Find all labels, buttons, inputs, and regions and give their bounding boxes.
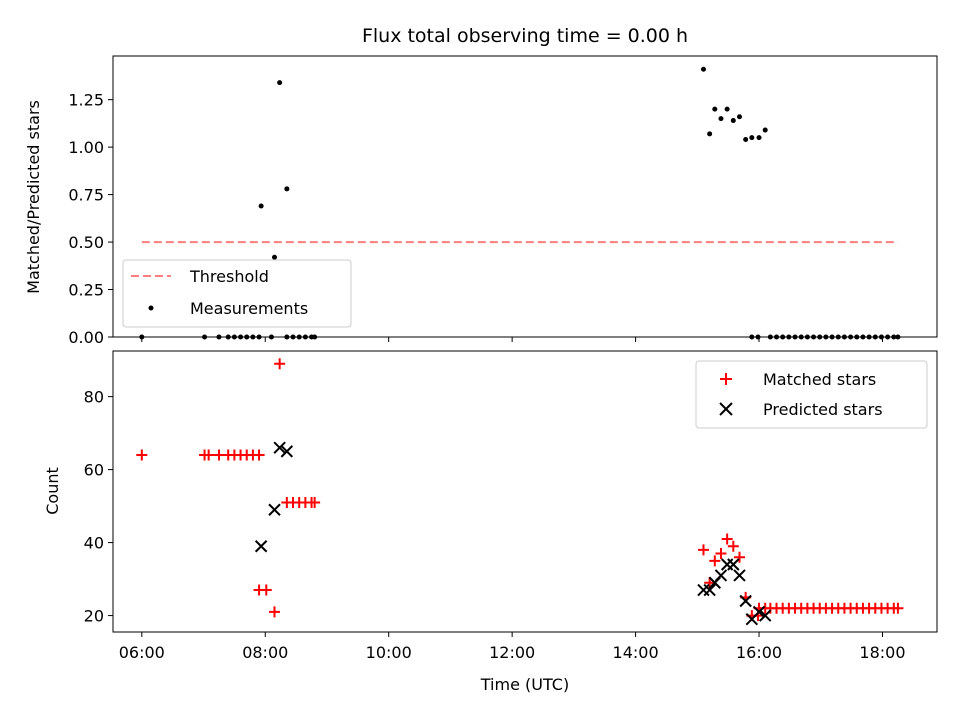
predicted-star-point — [268, 503, 281, 516]
matched-star-point — [733, 551, 745, 563]
count-y-tick-label: 40 — [84, 534, 104, 553]
measurement-point — [762, 127, 768, 133]
ratio-panel-frame — [112, 55, 938, 338]
measurement-point — [756, 135, 762, 141]
matched-star-point — [260, 584, 272, 596]
x-tick-label: 16:00 — [736, 643, 782, 662]
matched-star-point — [892, 602, 904, 614]
measurement-point — [258, 203, 264, 209]
ratio-y-tick-label: 0.50 — [68, 233, 104, 252]
predicted-star-point — [727, 558, 740, 571]
x-axis-label: Time (UTC) — [480, 675, 569, 694]
matched-star-point — [309, 496, 321, 508]
measurement-point — [743, 137, 749, 143]
count-y-tick-label: 60 — [84, 461, 104, 480]
count-y-tick-label: 80 — [84, 388, 104, 407]
matched-star-point — [704, 577, 716, 589]
measurement-point — [736, 114, 742, 120]
ratio-y-tick-label: 1.00 — [68, 138, 104, 157]
x-tick-label: 12:00 — [489, 643, 535, 662]
predicted-star-point — [758, 609, 772, 622]
ratio-panel-y-axis-label: Matched/Predicted stars — [24, 100, 43, 294]
x-tick-label: 18:00 — [859, 643, 905, 662]
matched-star-point — [203, 449, 215, 461]
top-chart-title: Flux total observing time = 0.00 h — [362, 25, 688, 47]
predicted-star-point — [703, 583, 716, 597]
ratio-legend-frame — [122, 259, 352, 328]
matched-star-point — [253, 449, 265, 461]
measurements-legend-swatch — [148, 305, 154, 311]
measurement-point — [700, 66, 706, 72]
count-y-tick-label: 20 — [84, 607, 104, 626]
ratio-y-tick-label: 0.00 — [68, 328, 104, 347]
measurement-point — [277, 80, 283, 86]
predicted-star-point — [273, 441, 286, 454]
threshold-legend-label: Threshold — [189, 267, 269, 286]
matched-star-point — [709, 555, 721, 567]
matched-stars-legend-label: Matched stars — [763, 370, 876, 389]
count-panel-y-axis-label: Count — [43, 467, 62, 515]
measurement-point — [749, 135, 755, 141]
matched-star-point — [697, 544, 709, 556]
measurement-point — [730, 118, 736, 124]
ratio-y-tick-label: 0.25 — [68, 281, 104, 300]
ratio-y-tick-label: 1.25 — [68, 91, 104, 110]
ratio-panel: 0.00 0.25 0.50 0.75 1.00 1.25 Matched/Predict… — [24, 55, 938, 347]
count-panel: 20 40 60 80 06:00 08:00 10:00 12:00 14:00 16:00 1… — [43, 350, 938, 694]
count-panel-legend: Matched stars Predicted stars — [695, 360, 928, 429]
matched-stars-legend-swatch — [720, 373, 732, 385]
measurements-legend-label: Measurements — [190, 299, 308, 318]
count-panel-y-ticks: 20 40 60 80 — [84, 388, 113, 626]
matched-star-point — [715, 548, 727, 560]
x-tick-label: 08:00 — [242, 643, 288, 662]
matched-star-point — [274, 358, 286, 370]
predicted-star-point — [752, 605, 766, 619]
predicted-star-point — [739, 594, 752, 608]
measurement-point — [284, 186, 290, 192]
predicted-star-point — [280, 445, 294, 458]
matched-star-point — [136, 449, 148, 461]
count-panel-frame — [112, 350, 938, 633]
ratio-panel-x-ticks — [141, 337, 883, 342]
ratio-panel-legend: Threshold Measurements — [122, 259, 352, 328]
predicted-star-point — [254, 540, 268, 553]
x-tick-label: 10:00 — [366, 643, 412, 662]
measurement-point — [712, 106, 718, 112]
measurement-point — [707, 131, 713, 137]
measurement-point — [718, 116, 724, 122]
matched-star-point — [213, 449, 225, 461]
measurement-point — [272, 254, 278, 260]
predicted-stars-legend-label: Predicted stars — [763, 400, 883, 419]
x-tick-label: 14:00 — [613, 643, 659, 662]
x-tick-label: 06:00 — [119, 643, 165, 662]
predicted-star-point — [733, 569, 746, 582]
measurement-point — [724, 106, 730, 112]
count-panel-marks — [136, 358, 904, 626]
matched-star-point — [727, 540, 739, 552]
matched-star-point — [269, 606, 281, 618]
predicted-star-point — [714, 569, 728, 582]
count-legend-frame — [695, 360, 928, 429]
predicted-stars-legend-swatch — [719, 402, 733, 416]
matched-star-point — [721, 533, 733, 545]
count-panel-x-ticks: 06:00 08:00 10:00 12:00 14:00 16:00 18:00 — [119, 632, 906, 662]
ratio-y-tick-label: 0.75 — [68, 186, 104, 205]
ratio-panel-y-ticks: 0.00 0.25 0.50 0.75 1.00 1.25 — [68, 91, 113, 347]
